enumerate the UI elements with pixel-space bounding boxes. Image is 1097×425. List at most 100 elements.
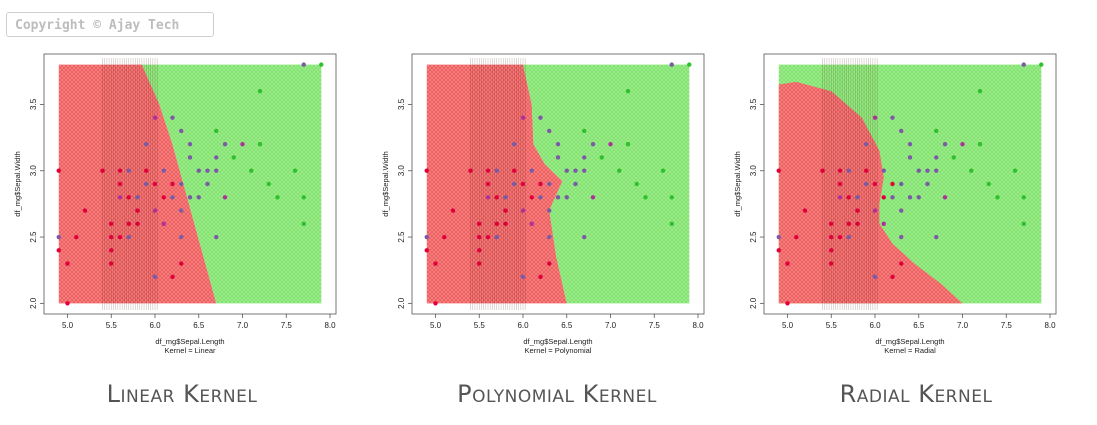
data-point — [942, 142, 948, 147]
data-point — [529, 195, 534, 200]
data-point — [117, 181, 123, 187]
polynomial-kernel-plot: 5.0 5.5 6.0 6.5 7.0 7.5 8.0 2.0 2.5 3.0 3.5 df_mg$S… — [381, 53, 705, 355]
x-tick-label: 7.5 — [281, 321, 293, 330]
y-tick-label: 2.5 — [397, 231, 406, 243]
data-point — [520, 274, 526, 280]
data-point — [477, 234, 482, 240]
data-point — [74, 234, 79, 240]
data-point — [503, 195, 508, 200]
x-tick-label: 8.0 — [1044, 321, 1056, 330]
data-point — [56, 168, 61, 173]
data-point — [433, 301, 438, 306]
data-point — [433, 261, 438, 266]
data-point — [529, 221, 534, 226]
data-point — [170, 195, 175, 200]
data-point — [881, 195, 886, 200]
x-tick-label: 5.5 — [826, 321, 838, 330]
data-point — [864, 181, 869, 187]
data-point — [925, 168, 930, 173]
data-point — [881, 168, 886, 173]
data-point — [925, 181, 930, 187]
data-point — [802, 208, 808, 213]
data-point — [485, 234, 491, 240]
data-point — [187, 142, 193, 147]
x-axis-label: df_mg$Sepal.Length — [875, 337, 944, 346]
data-point — [214, 168, 219, 173]
data-point — [934, 234, 939, 240]
data-point — [56, 248, 61, 253]
data-points — [56, 62, 324, 306]
data-point — [547, 181, 552, 187]
x-axis-label: df_mg$Sepal.Length — [523, 337, 592, 346]
data-point — [837, 234, 843, 240]
data-point — [582, 234, 587, 240]
data-point — [776, 234, 781, 240]
data-points — [424, 62, 692, 306]
data-point — [872, 115, 878, 120]
data-point — [231, 155, 236, 160]
data-point — [301, 195, 306, 200]
x-tick-label: 6.5 — [193, 321, 205, 330]
data-point — [161, 168, 166, 173]
data-point — [424, 248, 429, 253]
data-point — [109, 248, 114, 253]
y-axis-label: df_mg$Sepal.Width — [13, 151, 22, 216]
x-tick-label: 7.5 — [649, 321, 661, 330]
plot-frame — [411, 53, 705, 315]
x-tick-label: 8.0 — [324, 321, 336, 330]
y-axis-label: df_mg$Sepal.Width — [733, 151, 742, 216]
data-point — [187, 155, 193, 160]
data-point — [109, 234, 114, 240]
data-point — [846, 195, 851, 200]
data-point — [899, 234, 904, 240]
data-point — [214, 234, 219, 240]
data-point — [179, 128, 184, 134]
data-point — [109, 221, 114, 226]
data-point — [301, 221, 306, 226]
data-point — [660, 168, 666, 173]
data-point — [520, 208, 526, 213]
data-point — [846, 221, 851, 226]
data-point — [555, 142, 561, 147]
data-point — [65, 301, 70, 306]
y-tick-label: 2.0 — [749, 297, 758, 309]
x-tick-label: 5.0 — [782, 321, 794, 330]
plot-frame — [43, 53, 337, 315]
caption-linear-kernel: Linear Kernel — [106, 380, 258, 408]
x-tick-label: 7.5 — [1001, 321, 1013, 330]
data-point — [547, 234, 552, 240]
data-point — [977, 142, 983, 147]
data-point — [538, 195, 543, 200]
x-tick-label: 7.0 — [957, 321, 969, 330]
data-point — [292, 168, 298, 173]
data-point — [538, 115, 543, 120]
region-texture — [778, 81, 963, 304]
data-point — [872, 208, 878, 213]
data-point — [205, 181, 210, 187]
data-point — [881, 221, 886, 226]
data-point — [907, 195, 913, 200]
data-point — [135, 208, 140, 213]
data-point — [590, 195, 596, 200]
data-point — [520, 115, 526, 120]
data-point — [890, 274, 895, 280]
data-point — [485, 195, 491, 200]
data-point — [424, 168, 429, 173]
data-point — [599, 155, 604, 160]
caption-radial-kernel: Radial Kernel — [839, 380, 993, 408]
data-point — [934, 128, 939, 134]
data-point — [485, 168, 491, 173]
data-point — [669, 62, 674, 67]
data-point — [907, 142, 913, 147]
data-point — [117, 168, 123, 173]
data-point — [573, 168, 578, 173]
data-point — [986, 181, 991, 187]
x-tick-label: 6.0 — [517, 321, 529, 330]
data-point — [687, 62, 692, 67]
data-point — [450, 208, 456, 213]
data-point — [1039, 62, 1044, 67]
data-point — [872, 181, 878, 187]
data-point — [872, 274, 878, 280]
data-point — [934, 168, 939, 173]
data-point — [266, 181, 271, 187]
